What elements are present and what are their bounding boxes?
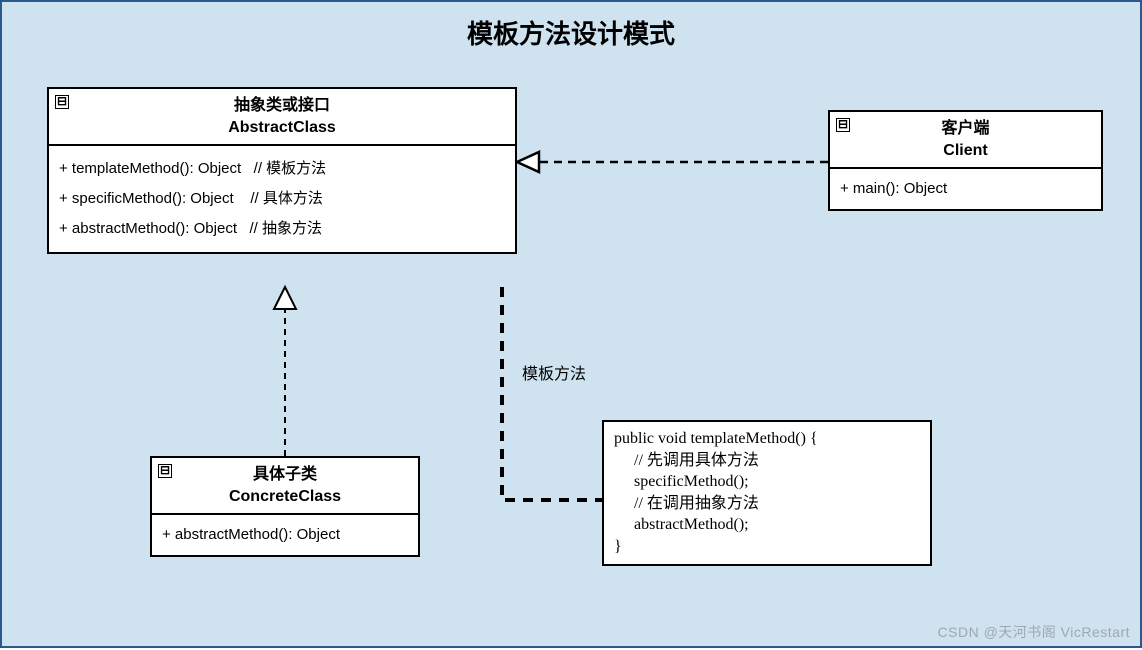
collapse-icon[interactable]: ⊟: [55, 95, 69, 109]
class-client-name: Client: [834, 140, 1097, 162]
method-row: + abstractMethod(): Object // 抽象方法: [59, 214, 505, 244]
arrow-client-abstract: [517, 152, 539, 172]
diagram-title: 模板方法设计模式: [2, 14, 1140, 51]
class-abstract-body: + templateMethod(): Object // 模板方法 + spe…: [49, 146, 515, 252]
class-concrete-name: ConcreteClass: [156, 486, 414, 508]
class-abstract: ⊟ 抽象类或接口 AbstractClass + templateMethod(…: [47, 87, 517, 254]
class-abstract-stereotype: 抽象类或接口: [53, 95, 511, 117]
class-abstract-header: ⊟ 抽象类或接口 AbstractClass: [49, 89, 515, 146]
note-template-method: public void templateMethod() { // 先调用具体方…: [602, 420, 932, 566]
watermark: CSDN @天河书阁 VicRestart: [938, 622, 1130, 642]
method-row: + main(): Object: [840, 177, 1091, 201]
class-concrete-stereotype: 具体子类: [156, 464, 414, 486]
edge-label-template: 模板方法: [522, 360, 586, 384]
class-concrete-body: + abstractMethod(): Object: [152, 515, 418, 555]
arrow-concrete-abstract: [274, 287, 296, 309]
class-client-stereotype: 客户端: [834, 118, 1097, 140]
class-client-header: ⊟ 客户端 Client: [830, 112, 1101, 169]
collapse-icon[interactable]: ⊟: [836, 118, 850, 132]
class-concrete: ⊟ 具体子类 ConcreteClass + abstractMethod():…: [150, 456, 420, 557]
class-client: ⊟ 客户端 Client + main(): Object: [828, 110, 1103, 211]
collapse-icon[interactable]: ⊟: [158, 464, 172, 478]
diagram-canvas: 模板方法设计模式 ⊟ 抽象类或接口 AbstractClass + templa…: [0, 0, 1142, 648]
edge-note-anchor: [502, 287, 602, 500]
method-row: + abstractMethod(): Object: [162, 523, 408, 547]
method-row: + specificMethod(): Object // 具体方法: [59, 184, 505, 214]
class-concrete-header: ⊟ 具体子类 ConcreteClass: [152, 458, 418, 515]
class-client-body: + main(): Object: [830, 169, 1101, 209]
method-row: + templateMethod(): Object // 模板方法: [59, 154, 505, 184]
class-abstract-name: AbstractClass: [53, 117, 511, 139]
